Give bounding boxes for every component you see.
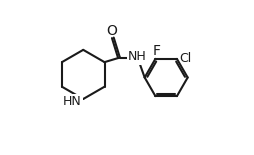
Text: O: O bbox=[107, 24, 118, 38]
Text: NH: NH bbox=[128, 50, 147, 63]
Text: F: F bbox=[152, 44, 160, 58]
Text: Cl: Cl bbox=[180, 52, 192, 65]
Text: HN: HN bbox=[63, 95, 82, 108]
